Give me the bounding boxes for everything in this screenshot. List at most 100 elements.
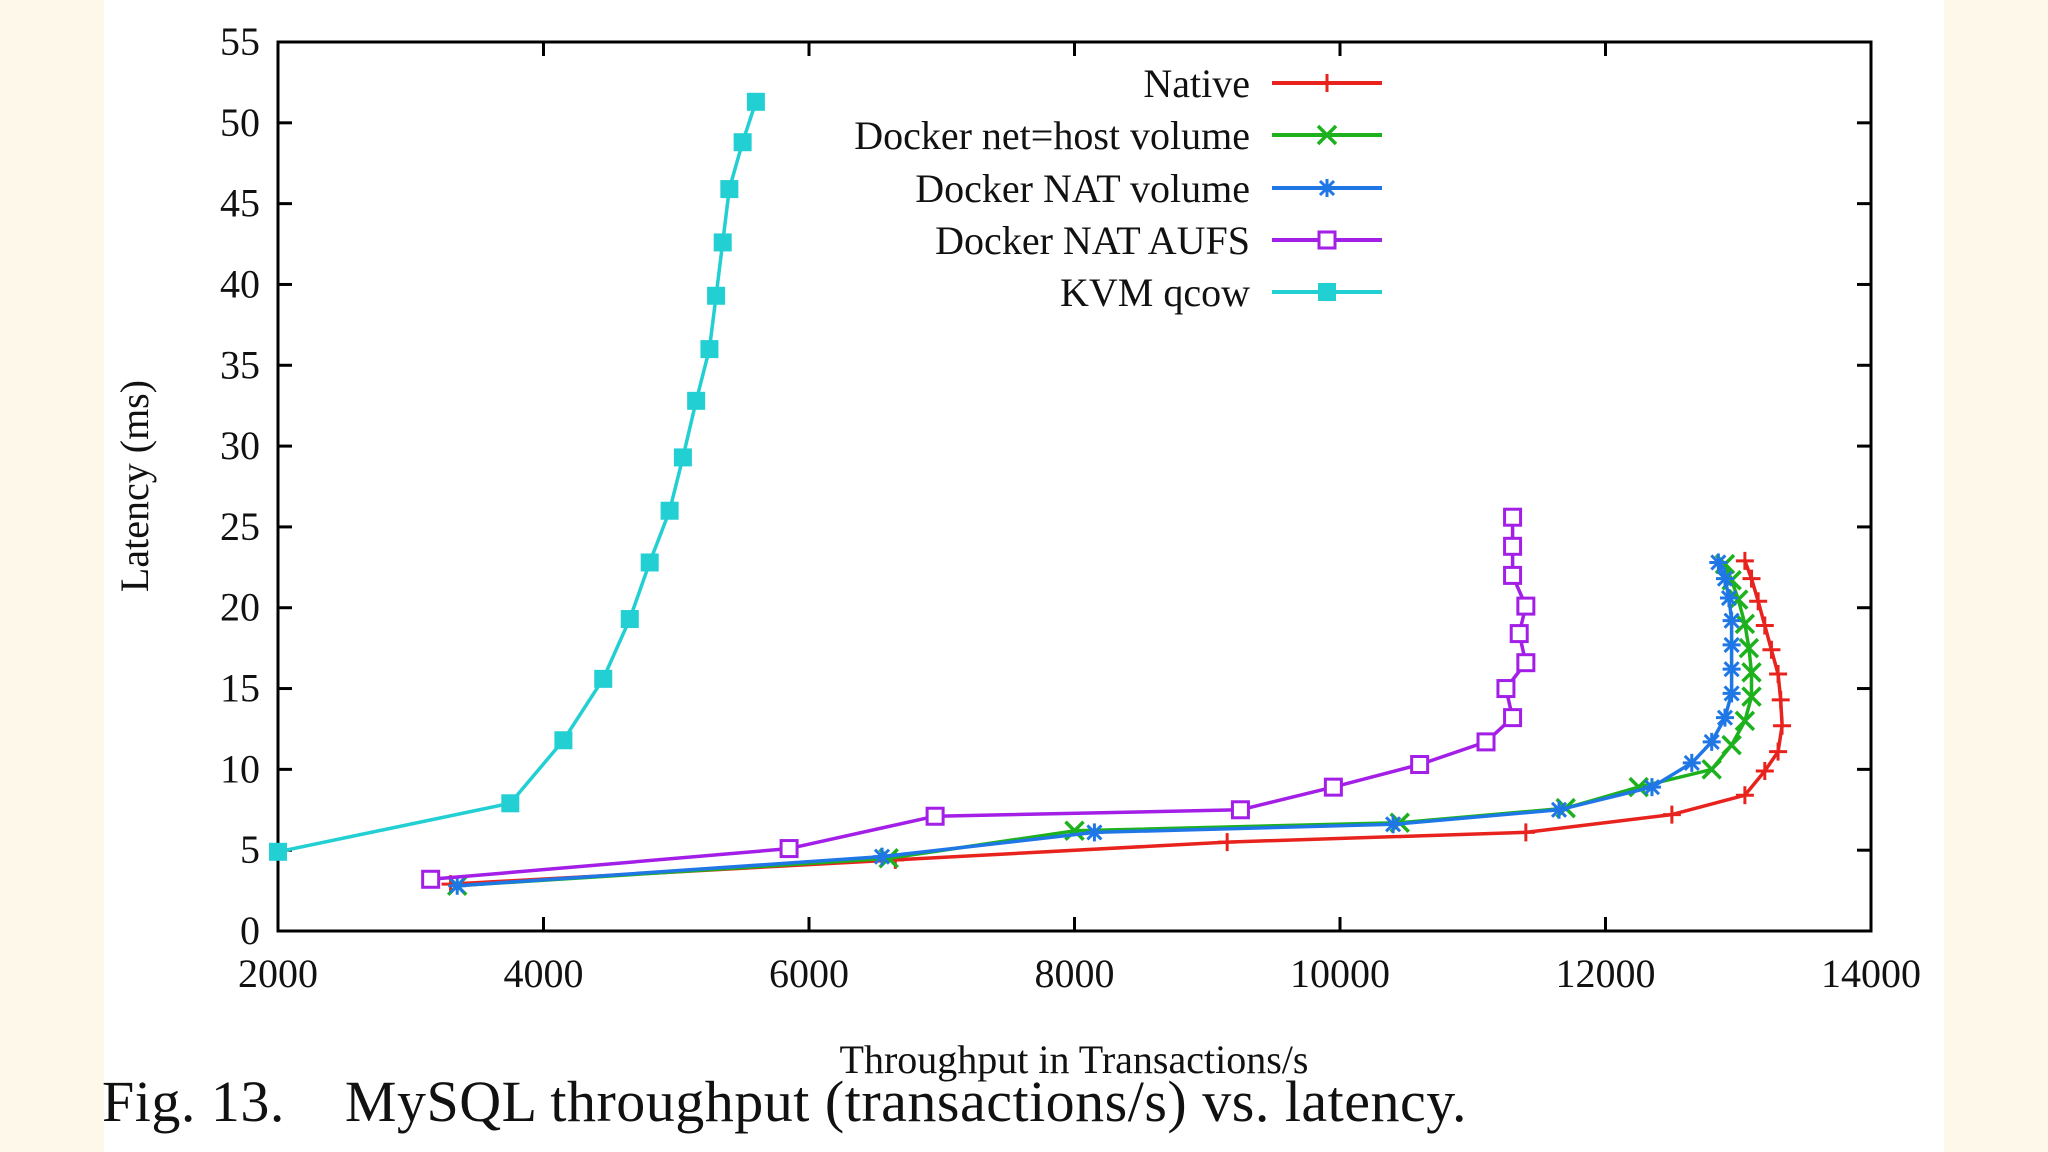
data-point [1755, 761, 1774, 780]
legend-marker [1318, 283, 1336, 301]
data-point [1722, 611, 1741, 630]
marker-stroke [1086, 824, 1103, 841]
data-point [660, 501, 679, 520]
marker-stroke [1316, 124, 1338, 146]
data-point [1702, 732, 1721, 751]
data-point [1701, 759, 1722, 780]
y-tick-label: 0 [240, 908, 260, 953]
legend-marker [1318, 179, 1336, 197]
data-point [1721, 734, 1742, 756]
data-point [700, 340, 719, 359]
y-tick-label: 50 [220, 100, 260, 145]
series-line [450, 560, 1784, 886]
y-tick-label: 40 [220, 261, 260, 306]
data-point [1749, 592, 1768, 611]
data-point [1769, 742, 1788, 761]
data-point [1682, 753, 1701, 772]
marker-stroke [1723, 636, 1740, 653]
data-point [779, 839, 799, 859]
data-point [673, 448, 692, 467]
data-point [1516, 653, 1536, 673]
data-point [554, 731, 573, 750]
x-tick-label: 6000 [769, 951, 849, 996]
data-point [1722, 660, 1741, 679]
y-tick-label: 30 [220, 423, 260, 468]
data-point [1503, 507, 1523, 527]
marker-stroke [1716, 570, 1734, 587]
data-point [620, 610, 639, 629]
data-point [746, 92, 765, 111]
data-point [713, 233, 732, 252]
legend-item: Native [1143, 61, 1382, 106]
series-line [277, 101, 758, 854]
marker-stroke [1643, 779, 1661, 796]
marker-stroke [1738, 637, 1760, 659]
data-point [1384, 815, 1403, 834]
marker-stroke [1703, 733, 1720, 750]
data-point [1741, 662, 1762, 683]
x-tick-label: 10000 [1290, 951, 1390, 996]
data-point [501, 794, 520, 813]
data-point [1735, 786, 1754, 805]
data-point [1773, 716, 1792, 735]
data-point [1642, 778, 1661, 797]
series-docker-net-host-volume [446, 553, 1762, 896]
series-line [457, 563, 1754, 888]
data-point [925, 806, 945, 826]
data-point [1218, 833, 1237, 852]
legend-label: Docker NAT volume [915, 166, 1250, 211]
data-point [1323, 777, 1343, 797]
series-docker-nat-aufs [421, 507, 1536, 889]
data-point [448, 876, 467, 895]
marker-stroke [449, 877, 466, 894]
legend-item: KVM qcow [1060, 270, 1382, 315]
legend-item: Docker net=host volume [854, 113, 1382, 158]
marker-stroke [1721, 734, 1742, 756]
data-point [733, 133, 752, 152]
series-native [441, 551, 1792, 894]
x-tick-label: 4000 [504, 951, 584, 996]
data-point [1734, 710, 1756, 732]
data-point [1709, 553, 1728, 572]
y-tick-label: 10 [220, 746, 260, 791]
marker-stroke [1734, 613, 1756, 635]
data-point [1550, 800, 1569, 819]
data-point [594, 669, 613, 688]
data-point [1742, 569, 1761, 588]
y-tick-label: 25 [220, 504, 260, 549]
marker-stroke [1723, 661, 1740, 678]
marker-stroke [1716, 709, 1734, 726]
legend-marker [1317, 230, 1337, 250]
data-point [707, 286, 726, 305]
data-point [1516, 596, 1536, 616]
legend-label: KVM qcow [1060, 270, 1250, 315]
data-point [1476, 732, 1496, 752]
data-point [1738, 637, 1760, 659]
data-point [1734, 613, 1756, 635]
marker-stroke [873, 848, 891, 865]
marker-stroke [1728, 589, 1749, 610]
legend-marker [1318, 74, 1336, 92]
y-tick-label: 45 [220, 181, 260, 226]
marker-stroke [1720, 589, 1738, 607]
legend-label: Docker net=host volume [854, 113, 1250, 158]
data-point [1741, 686, 1762, 707]
data-point [421, 869, 441, 889]
x-tick-label: 2000 [238, 951, 318, 996]
x-axis-title: Throughput in Transactions/s [840, 1037, 1309, 1082]
data-point [1503, 708, 1523, 728]
x-tick-label: 12000 [1556, 951, 1656, 996]
data-point [1230, 800, 1250, 820]
data-point [1496, 679, 1516, 699]
data-point [1771, 690, 1790, 709]
marker-stroke [1683, 754, 1700, 771]
series-line [457, 561, 1734, 888]
legend-marker [1316, 124, 1338, 146]
y-tick-label: 15 [220, 666, 260, 711]
legend-label: Docker NAT AUFS [935, 218, 1250, 263]
data-point [1085, 823, 1104, 842]
data-point [269, 842, 287, 861]
y-tick-label: 5 [240, 827, 260, 872]
y-tick-label: 55 [220, 19, 260, 64]
